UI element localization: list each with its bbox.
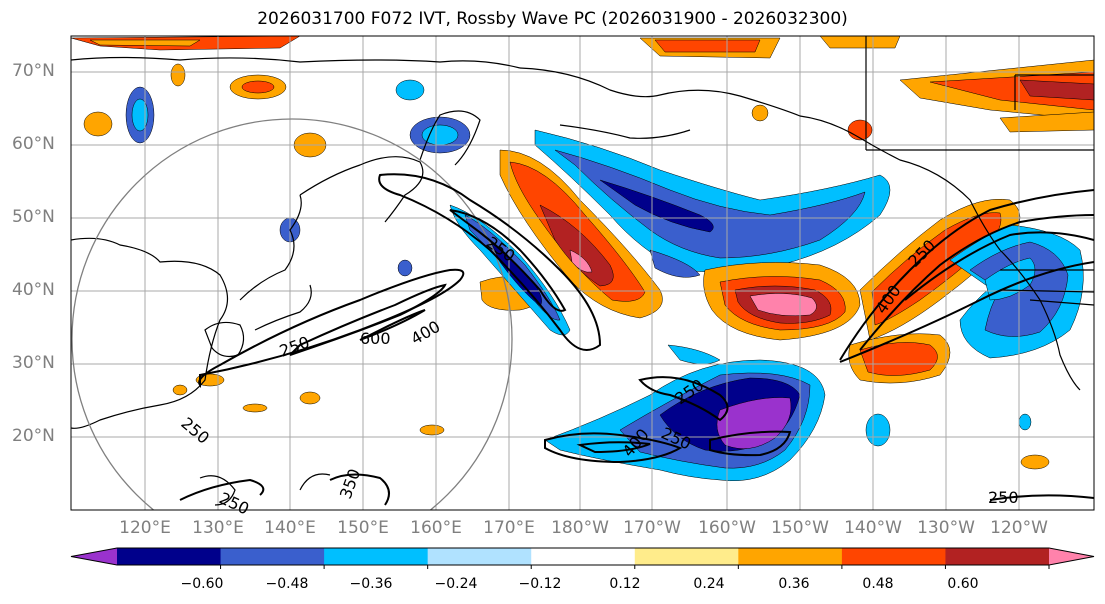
- radius-circle: [71, 118, 513, 510]
- lon-label: 120°W: [990, 518, 1048, 538]
- map-area: [71, 36, 1094, 510]
- colorbar-tick-label: 0.36: [778, 576, 810, 592]
- colorbar-segment: [634, 548, 739, 565]
- map-title: 2026031700 F072 IVT, Rossby Wave PC (202…: [257, 9, 848, 29]
- ivt-contours: [179, 173, 1094, 506]
- lon-label: 170°W: [623, 518, 681, 538]
- contour-label: 250: [988, 488, 1019, 507]
- coastlines: [71, 36, 1094, 506]
- lon-label: 130°E: [192, 518, 244, 538]
- lon-label: 130°W: [917, 518, 975, 538]
- colorbar-segment: [531, 548, 636, 565]
- lon-label: 120°E: [119, 518, 171, 538]
- map-frame: [70, 35, 1095, 511]
- lat-label: 70°N: [12, 61, 55, 81]
- colorbar-segment: [117, 548, 222, 565]
- lat-label: 60°N: [12, 134, 55, 154]
- colorbar-extend-high: [1049, 548, 1094, 565]
- lon-label: 150°E: [337, 518, 389, 538]
- colorbar-segment: [738, 548, 843, 565]
- lon-label: 160°E: [410, 518, 462, 538]
- lon-label: 150°W: [771, 518, 829, 538]
- colorbar-tick-label: 0.12: [609, 576, 641, 592]
- colorbar-tick-label: −0.24: [434, 576, 478, 592]
- lon-label: 180°W: [551, 518, 609, 538]
- lat-label: 30°N: [12, 353, 55, 373]
- colorbar-outline: [70, 547, 1095, 566]
- colorbar-segment: [945, 548, 1050, 565]
- lon-label: 140°E: [264, 518, 316, 538]
- lon-label: 160°W: [698, 518, 756, 538]
- lat-label: 50°N: [12, 207, 55, 227]
- contour-label: 600: [360, 329, 391, 348]
- colorbar-tick-label: 0.60: [947, 576, 979, 592]
- lon-label: 170°E: [483, 518, 535, 538]
- colorbar-segment: [427, 548, 532, 565]
- colorbar-segment: [841, 548, 946, 565]
- colorbar-tick-label: 0.24: [693, 576, 725, 592]
- lat-label: 40°N: [12, 280, 55, 300]
- colorbar-tick-label: 0.48: [862, 576, 894, 592]
- colorbar: [70, 547, 1095, 569]
- colorbar-extend-low: [71, 548, 117, 565]
- colorbar-tick-label: −0.48: [265, 576, 309, 592]
- colorbar-tick-label: −0.36: [349, 576, 393, 592]
- colorbar-tick-label: −0.12: [518, 576, 562, 592]
- lon-label: 140°W: [844, 518, 902, 538]
- graticule: [71, 36, 1094, 510]
- lat-label: 20°N: [12, 426, 55, 446]
- colorbar-segment: [324, 548, 429, 565]
- colorbar-tick-label: −0.60: [180, 576, 224, 592]
- colorbar-segment: [220, 548, 325, 565]
